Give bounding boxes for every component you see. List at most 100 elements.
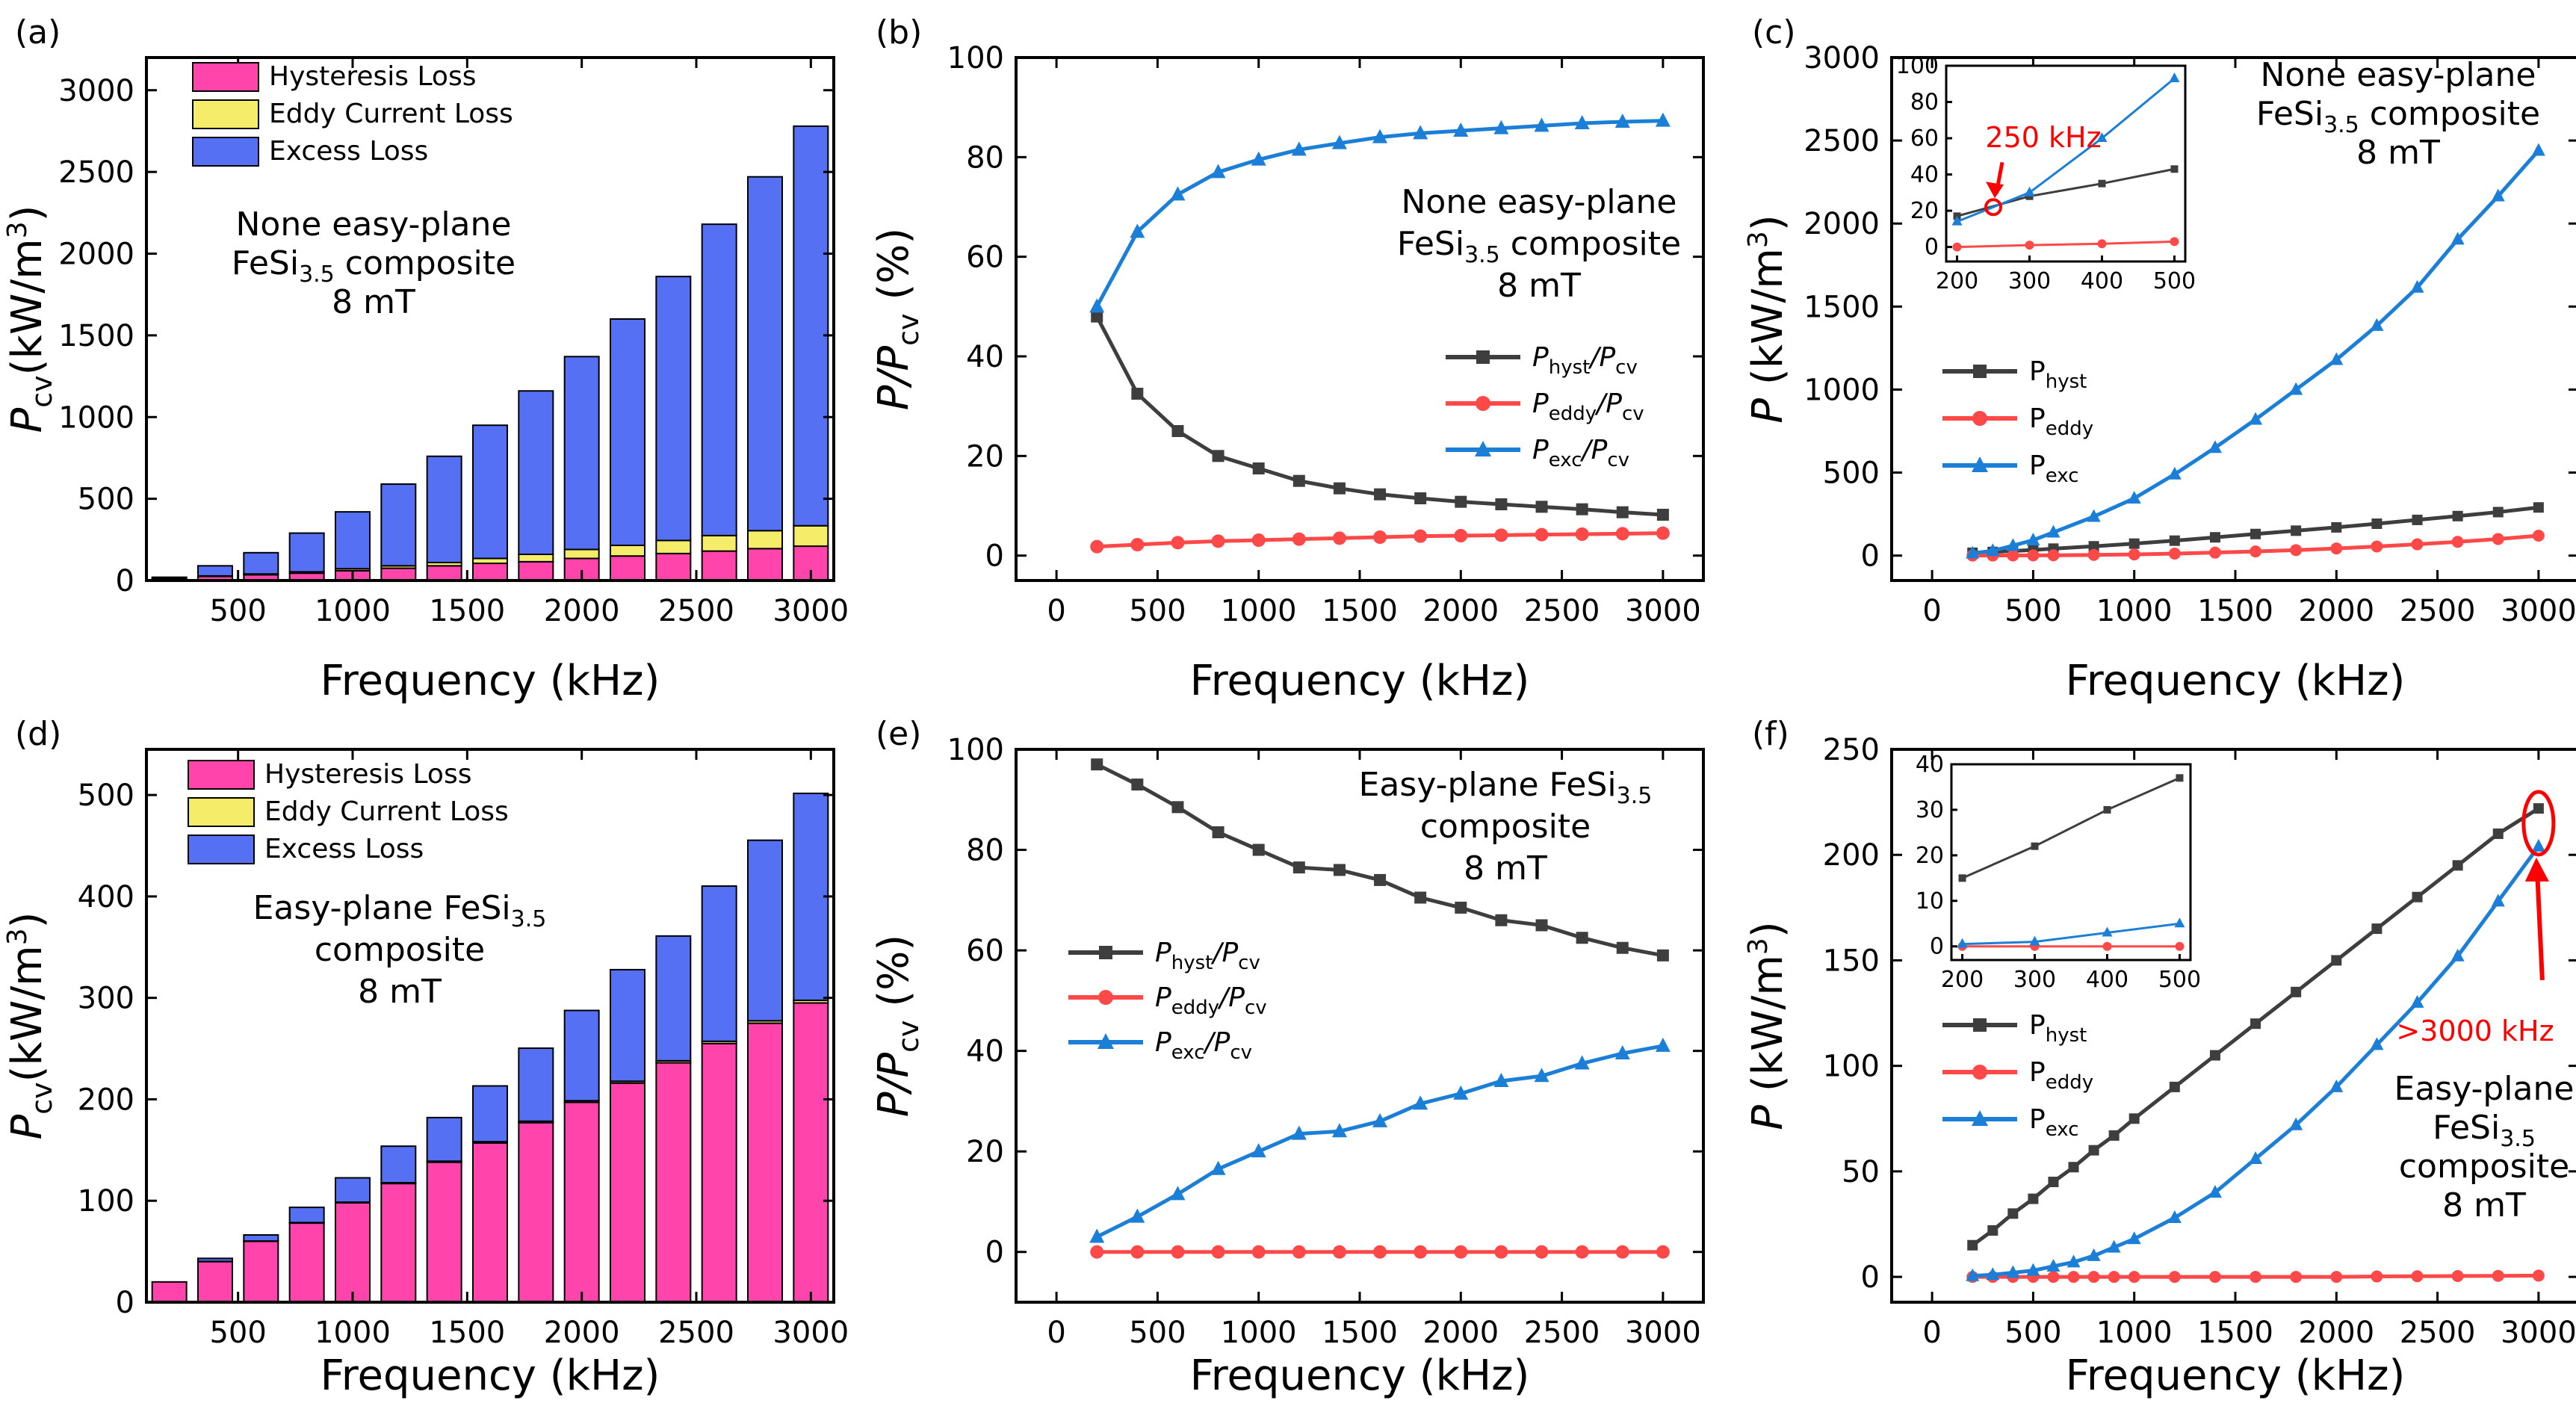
point-exc	[2329, 1079, 2344, 1092]
point-exc	[2249, 412, 2263, 425]
y-tick-label: 0	[1861, 539, 1880, 574]
inset-y-tick-label: 40	[1910, 162, 1939, 188]
point-hyst	[1091, 758, 1103, 771]
inset-y-tick-label: 10	[1916, 888, 1944, 914]
point-exc	[2026, 533, 2040, 545]
bar-exc	[655, 276, 692, 542]
bar-hyst	[380, 567, 417, 581]
annot-sub: 3.5	[511, 906, 547, 932]
point-exc	[1291, 141, 1307, 156]
inset-line-hyst	[1961, 776, 2181, 879]
point-hyst	[2371, 923, 2383, 935]
annot-text: composite	[1420, 808, 1591, 846]
legend-marker-exc	[1097, 1033, 1114, 1049]
point-exc	[2329, 352, 2344, 365]
legend-densub: cv	[1622, 403, 1644, 425]
y-label-close: )	[1744, 921, 1792, 938]
point-eddy	[2108, 1271, 2120, 1284]
point-eddy	[1251, 533, 1266, 547]
inset-y-tick-label: 100	[1896, 53, 1939, 79]
bar-hyst	[747, 1022, 783, 1303]
inset-y-tick-label: 0	[1930, 934, 1944, 960]
point-hyst	[1535, 919, 1548, 932]
annot-text: 8 mT	[2442, 1186, 2526, 1225]
point-exc	[1614, 114, 1630, 128]
annot-text: None easy-plane	[236, 205, 512, 244]
point-hyst	[2088, 541, 2099, 552]
point-exc	[1372, 129, 1388, 143]
point-eddy	[1575, 527, 1589, 541]
y-tick-label: 60	[966, 241, 1004, 275]
point-eddy	[1615, 1245, 1629, 1259]
point-hyst	[2209, 532, 2220, 543]
x-tick-label: 0	[1922, 594, 1941, 628]
point-eddy	[1332, 1245, 1346, 1259]
point-hyst	[1576, 932, 1588, 944]
legend-label: Pexc	[2029, 451, 2078, 487]
annotation-line: composite	[1420, 808, 1591, 846]
point-hyst	[1616, 506, 1629, 518]
bar-hyst	[747, 548, 783, 581]
annot-sub: 3.5	[299, 261, 335, 288]
plot-frame	[145, 56, 835, 582]
point-hyst	[2412, 891, 2423, 902]
legend-sub: hyst	[1549, 356, 1591, 379]
bar-exc	[151, 576, 188, 580]
bar-exc	[793, 792, 829, 1001]
point-hyst	[1495, 914, 1508, 926]
annotation-line: None easy-plane	[2261, 56, 2536, 94]
point-hyst	[2533, 502, 2544, 513]
bar-eddy	[563, 548, 600, 560]
y-tick-label: 500	[78, 778, 134, 813]
inset-x-tick-label: 300	[2013, 967, 2056, 993]
legend-swatch-hyst	[188, 760, 255, 790]
point-eddy	[2250, 545, 2262, 558]
bar-hyst	[472, 1142, 508, 1303]
inset-point-eddy	[2097, 239, 2107, 249]
annotation-line: 8 mT	[358, 973, 442, 1011]
legend-densub: cv	[1238, 952, 1260, 974]
plot-frame	[1890, 56, 2576, 582]
y-tick-label: 200	[78, 1083, 134, 1117]
legend-main: P	[1532, 435, 1549, 465]
point-hyst	[2371, 518, 2383, 529]
bar-exc	[426, 1116, 462, 1162]
point-hyst	[1455, 901, 1467, 914]
panel-f: 0 500 1000 1500 2000 2500 3000050100150200250F…	[1743, 715, 2576, 1400]
legend-marker-eddy	[1972, 411, 1987, 426]
legend-main: P	[2029, 403, 2046, 434]
point-hyst	[1333, 864, 1346, 876]
point-hyst	[2533, 803, 2544, 814]
y-label-main: P	[1744, 1105, 1792, 1130]
point-exc	[1574, 115, 1590, 129]
legend-marker-eddy	[1476, 396, 1490, 411]
y-label-main: P/P	[870, 1053, 918, 1118]
point-hyst	[1333, 482, 1346, 495]
bar-exc	[335, 511, 371, 570]
point-hyst	[2169, 535, 2180, 546]
legend-label: Excess Loss	[269, 136, 428, 167]
annot-sub: 3.5	[2500, 1126, 2536, 1152]
panel-a: 500 1000 1500 2000 2500 3000 0 500 1000 1500 2000 2…	[2, 13, 849, 705]
point-hyst	[2331, 955, 2342, 966]
point-eddy	[1373, 530, 1387, 544]
point-eddy	[1454, 1245, 1468, 1259]
callout-circle	[1984, 198, 2003, 217]
y-tick-label: 500	[78, 483, 134, 517]
legend-densub: cv	[1607, 449, 1629, 471]
y-tick-label: 100	[1823, 1050, 1880, 1084]
point-eddy	[2290, 544, 2303, 557]
inset-frame	[1950, 763, 2192, 962]
y-tick-label: 2000	[58, 238, 134, 272]
x-tick-label: 1500	[2197, 594, 2273, 628]
bar-hyst	[610, 1082, 645, 1303]
point-exc	[1089, 298, 1105, 313]
annotation-line: None easy-plane	[236, 205, 512, 244]
callout-arrowhead	[1986, 182, 2004, 199]
point-eddy	[1090, 539, 1104, 554]
point-eddy	[1171, 1245, 1185, 1259]
point-hyst	[1252, 462, 1265, 474]
point-exc	[2127, 1231, 2141, 1245]
annot-text: FeSi	[232, 244, 299, 282]
x-tick-label: 3000	[2501, 1316, 2576, 1350]
